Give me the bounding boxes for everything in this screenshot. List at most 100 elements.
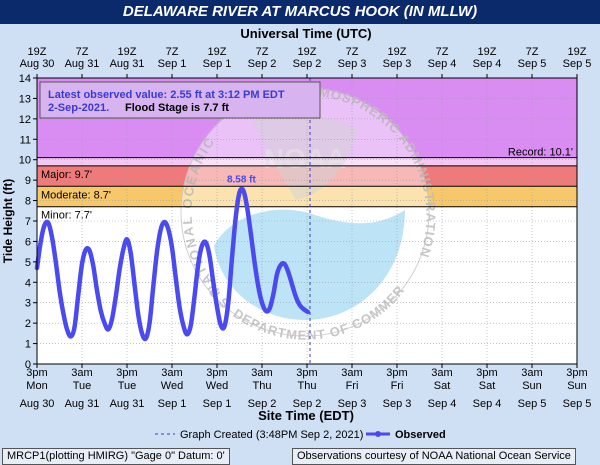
y-axis-title: Tide Height (ft) bbox=[1, 179, 15, 263]
x-tick-time: 3am bbox=[341, 367, 362, 379]
top-tick-date: Sep 1 bbox=[158, 58, 187, 70]
x-tick-time: 3pm bbox=[116, 367, 137, 379]
footer-right: Observations courtesy of NOAA National O… bbox=[292, 448, 576, 465]
x-tick-day: Wed bbox=[206, 380, 228, 392]
legend: Graph Created (3:48PM Sep 2, 2021) Obser… bbox=[155, 429, 446, 441]
x-tick-day: Sun bbox=[567, 380, 587, 392]
watermark-logo-text: NOAA bbox=[264, 143, 346, 174]
y-tick-label: 3 bbox=[25, 298, 31, 310]
y-tick-label: 0 bbox=[25, 359, 31, 371]
x-tick-time: 3pm bbox=[26, 367, 47, 379]
info-box: Latest observed value: 2.55 ft at 3:12 P… bbox=[39, 81, 321, 119]
y-tick-label: 9 bbox=[25, 175, 31, 187]
y-tick-label: 6 bbox=[25, 236, 31, 248]
y-tick-label: 8 bbox=[25, 196, 31, 208]
y-tick-label: 4 bbox=[25, 277, 31, 289]
x-tick-date: Aug 31 bbox=[110, 398, 145, 410]
x-tick-time: 3am bbox=[161, 367, 182, 379]
x-tick-time: 3am bbox=[251, 367, 272, 379]
moderate-threshold-label: Moderate: 8.7' bbox=[41, 189, 111, 201]
top-tick-date: Sep 1 bbox=[203, 58, 232, 70]
x-tick-time: 3pm bbox=[566, 367, 587, 379]
info-box-date: 2-Sep-2021. bbox=[48, 102, 109, 114]
bottom-axis-title: Site Time (EDT) bbox=[258, 408, 354, 423]
top-tick-date: Sep 2 bbox=[293, 58, 322, 70]
x-tick-day: Fri bbox=[346, 380, 359, 392]
top-tick-date: Aug 30 bbox=[20, 58, 55, 70]
x-tick-time: 3pm bbox=[296, 367, 317, 379]
top-tick-time: 19Z bbox=[208, 46, 227, 58]
x-tick-time: 3am bbox=[431, 367, 452, 379]
top-tick-time: 19Z bbox=[568, 46, 587, 58]
top-tick-date: Sep 5 bbox=[563, 58, 592, 70]
top-tick-date: Sep 4 bbox=[473, 58, 502, 70]
x-tick-date: Sep 2 bbox=[248, 398, 277, 410]
x-tick-date: Sep 4 bbox=[428, 398, 457, 410]
x-tick-day: Mon bbox=[26, 380, 47, 392]
top-tick-time: 19Z bbox=[118, 46, 137, 58]
top-tick-time: 19Z bbox=[478, 46, 497, 58]
legend-observed-marker bbox=[375, 431, 381, 437]
x-tick-date: Sep 3 bbox=[338, 398, 367, 410]
x-tick-day: Tue bbox=[73, 380, 92, 392]
top-tick-date: Sep 5 bbox=[518, 58, 547, 70]
observed-series-line bbox=[34, 186, 311, 342]
legend-created-label: Graph Created (3:48PM Sep 2, 2021) bbox=[180, 429, 363, 441]
top-tick-time: 7Z bbox=[166, 46, 179, 58]
footer-left: MRCP1(plotting HMIRG) "Gage 0" Datum: 0' bbox=[2, 448, 230, 465]
threshold-lines: Major: 9.7' Moderate: 8.7' Minor: 7.7' Reco… bbox=[37, 147, 577, 222]
x-tick-time: 3pm bbox=[476, 367, 497, 379]
top-axis-title: Universal Time (UTC) bbox=[240, 26, 371, 41]
x-tick-day: Fri bbox=[391, 380, 404, 392]
top-tick-time: 7Z bbox=[256, 46, 269, 58]
y-tick-label: 1 bbox=[25, 339, 31, 351]
peak-label: 8.58 ft bbox=[227, 175, 257, 186]
legend-observed-label: Observed bbox=[395, 429, 446, 441]
y-tick-label: 5 bbox=[25, 257, 31, 269]
y-tick-label: 7 bbox=[25, 216, 31, 228]
x-tick-date: Sep 4 bbox=[473, 398, 502, 410]
x-tick-day: Sat bbox=[479, 380, 496, 392]
x-tick-date: Sep 3 bbox=[383, 398, 412, 410]
info-box-frame bbox=[39, 81, 321, 119]
x-tick-day: Sat bbox=[434, 380, 451, 392]
top-tick-time: 7Z bbox=[436, 46, 449, 58]
x-tick-time: 3am bbox=[71, 367, 92, 379]
x-tick-date: Sep 2 bbox=[293, 398, 322, 410]
info-box-flood-stage: Flood Stage is 7.7 ft bbox=[125, 102, 229, 114]
y-tick-label: 11 bbox=[20, 134, 31, 146]
chart-title: DELAWARE RIVER AT MARCUS HOOK (IN MLLW) bbox=[0, 0, 600, 24]
x-tick-day: Thu bbox=[253, 380, 272, 392]
info-box-observed: Latest observed value: 2.55 ft at 3:12 P… bbox=[48, 89, 285, 101]
x-tick-day: Tue bbox=[118, 380, 137, 392]
x-tick-day: Sun bbox=[522, 380, 542, 392]
x-tick-date: Sep 5 bbox=[563, 398, 592, 410]
top-tick-time: 7Z bbox=[346, 46, 359, 58]
x-tick-time: 3am bbox=[521, 367, 542, 379]
y-tick-label: 14 bbox=[19, 73, 31, 85]
top-tick-date: Sep 3 bbox=[383, 58, 412, 70]
x-tick-date: Sep 1 bbox=[203, 398, 232, 410]
x-tick-day: Thu bbox=[298, 380, 317, 392]
x-tick-day: Wed bbox=[161, 380, 183, 392]
top-tick-time: 19Z bbox=[298, 46, 317, 58]
minor-threshold-label: Minor: 7.7' bbox=[41, 210, 92, 222]
top-tick-time: 7Z bbox=[76, 46, 89, 58]
top-tick-date: Aug 31 bbox=[65, 58, 100, 70]
y-tick-label: 13 bbox=[19, 93, 31, 105]
top-tick-date: Sep 2 bbox=[248, 58, 277, 70]
top-tick-time: 7Z bbox=[526, 46, 539, 58]
y-tick-label: 10 bbox=[19, 155, 31, 167]
major-threshold-label: Major: 9.7' bbox=[41, 169, 92, 181]
x-tick-time: 3pm bbox=[386, 367, 407, 379]
y-tick-label: 12 bbox=[19, 114, 31, 126]
x-tick-date: Sep 5 bbox=[518, 398, 547, 410]
y-tick-label: 2 bbox=[25, 318, 31, 330]
x-tick-date: Sep 1 bbox=[158, 398, 187, 410]
x-tick-time: 3pm bbox=[206, 367, 227, 379]
top-tick-time: 19Z bbox=[28, 46, 47, 58]
